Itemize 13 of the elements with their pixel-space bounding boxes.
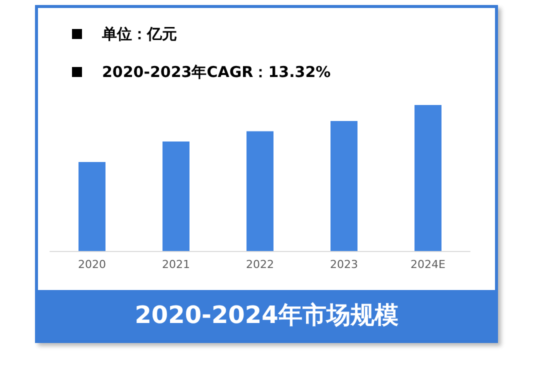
- x-tick-label: 2021: [162, 258, 190, 271]
- x-tick-label: 2020: [78, 258, 106, 271]
- text: 单位：亿元: [102, 24, 177, 44]
- bar: [246, 131, 274, 251]
- text: 2020-2023年CAGR：13.32%: [102, 62, 331, 82]
- x-tick-label: 2023: [330, 258, 358, 271]
- bar: [414, 105, 442, 251]
- x-tick-label: 2022: [246, 258, 274, 271]
- bar: [330, 121, 358, 251]
- x-tick-label: 2024E: [410, 258, 446, 271]
- bar: [162, 142, 190, 251]
- text: 2020-2024年市场规模: [35, 290, 498, 340]
- bar: [78, 162, 106, 251]
